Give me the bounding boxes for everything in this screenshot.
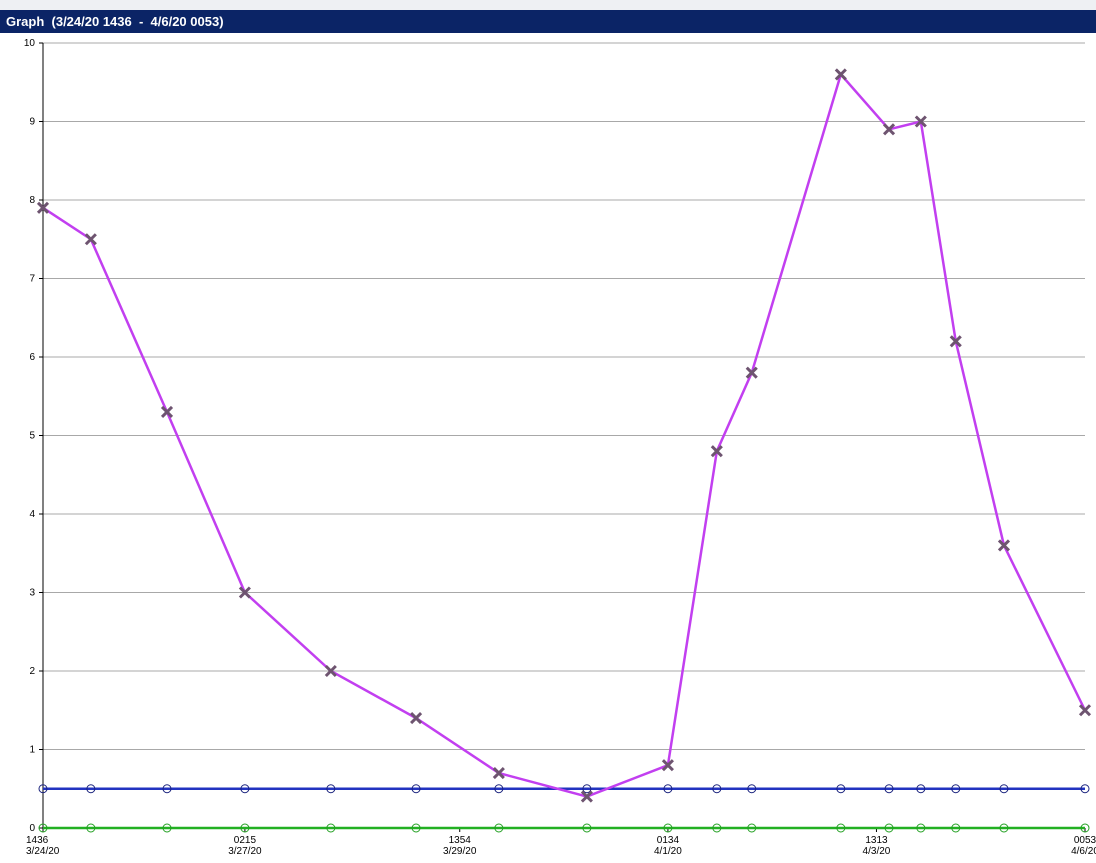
y-tick-label: 0 bbox=[29, 823, 35, 834]
marker-circle bbox=[582, 823, 592, 833]
marker-circle bbox=[747, 784, 757, 794]
marker-circle bbox=[38, 784, 48, 794]
x-tick-label: 0053 bbox=[1074, 835, 1096, 846]
marker-x bbox=[745, 366, 758, 379]
marker-circle bbox=[836, 823, 846, 833]
marker-circle bbox=[951, 823, 961, 833]
marker-x bbox=[834, 68, 847, 81]
marker-x bbox=[882, 123, 896, 136]
marker-circle bbox=[884, 823, 894, 833]
x-tick-date: 3/27/20 bbox=[228, 846, 262, 857]
y-tick-label: 3 bbox=[29, 588, 35, 599]
marker-circle bbox=[999, 784, 1009, 794]
x-tick-date: 4/3/20 bbox=[863, 846, 891, 857]
marker-x bbox=[1078, 704, 1092, 717]
x-tick-label: 0134 bbox=[657, 835, 680, 846]
marker-circle bbox=[86, 784, 96, 794]
marker-circle bbox=[663, 784, 673, 794]
marker-circle bbox=[712, 784, 722, 794]
x-tick-date: 4/6/20 bbox=[1071, 846, 1096, 857]
marker-circle bbox=[411, 823, 421, 833]
marker-x bbox=[410, 712, 423, 725]
marker-circle bbox=[916, 784, 926, 794]
marker-circle bbox=[999, 823, 1009, 833]
marker-x bbox=[580, 790, 593, 803]
marker-x bbox=[914, 115, 927, 128]
x-tick-label: 1313 bbox=[865, 835, 888, 846]
marker-circle bbox=[411, 784, 421, 794]
marker-x bbox=[84, 233, 97, 246]
marker-circle bbox=[747, 823, 757, 833]
marker-x bbox=[36, 201, 50, 214]
marker-circle bbox=[836, 784, 846, 794]
marker-circle bbox=[663, 823, 673, 833]
x-tick-label: 1354 bbox=[449, 835, 472, 846]
y-tick-label: 7 bbox=[29, 274, 35, 285]
x-tick-date: 3/29/20 bbox=[443, 846, 477, 857]
x-tick-label: 0215 bbox=[234, 835, 257, 846]
y-tick-label: 8 bbox=[29, 195, 35, 206]
marker-circle bbox=[494, 823, 504, 833]
marker-circle bbox=[951, 784, 961, 794]
y-tick-label: 1 bbox=[29, 745, 35, 756]
marker-circle bbox=[582, 784, 592, 794]
marker-circle bbox=[884, 784, 894, 794]
y-tick-label: 4 bbox=[29, 509, 35, 520]
marker-x bbox=[997, 539, 1011, 552]
y-tick-label: 5 bbox=[29, 431, 35, 442]
x-tick-date: 4/1/20 bbox=[654, 846, 682, 857]
marker-circle bbox=[326, 784, 336, 794]
marker-circle bbox=[162, 784, 172, 794]
top-strip bbox=[0, 0, 1096, 10]
marker-x bbox=[710, 445, 723, 458]
marker-circle bbox=[916, 823, 926, 833]
marker-x bbox=[160, 405, 174, 419]
title-bar: Graph (3/24/20 1436 - 4/6/20 0053) bbox=[0, 10, 1096, 33]
marker-x bbox=[949, 335, 962, 348]
marker-x bbox=[324, 664, 337, 678]
y-tick-label: 6 bbox=[29, 352, 35, 363]
marker-circle bbox=[1080, 823, 1090, 833]
marker-circle bbox=[240, 823, 250, 833]
marker-x bbox=[238, 586, 251, 599]
x-tick-date: 3/24/20 bbox=[26, 846, 60, 857]
y-tick-label: 9 bbox=[29, 117, 35, 128]
y-tick-label: 10 bbox=[24, 38, 36, 49]
marker-circle bbox=[240, 784, 250, 794]
marker-circle bbox=[86, 823, 96, 833]
marker-circle bbox=[162, 823, 172, 833]
marker-circle bbox=[38, 823, 48, 833]
marker-circle bbox=[326, 823, 336, 833]
marker-x bbox=[492, 766, 505, 780]
marker-circle bbox=[494, 784, 504, 794]
marker-x bbox=[661, 759, 674, 772]
marker-circle bbox=[1080, 784, 1090, 794]
y-tick-label: 2 bbox=[29, 666, 35, 677]
x-tick-label: 1436 bbox=[26, 835, 49, 846]
marker-circle bbox=[712, 823, 722, 833]
